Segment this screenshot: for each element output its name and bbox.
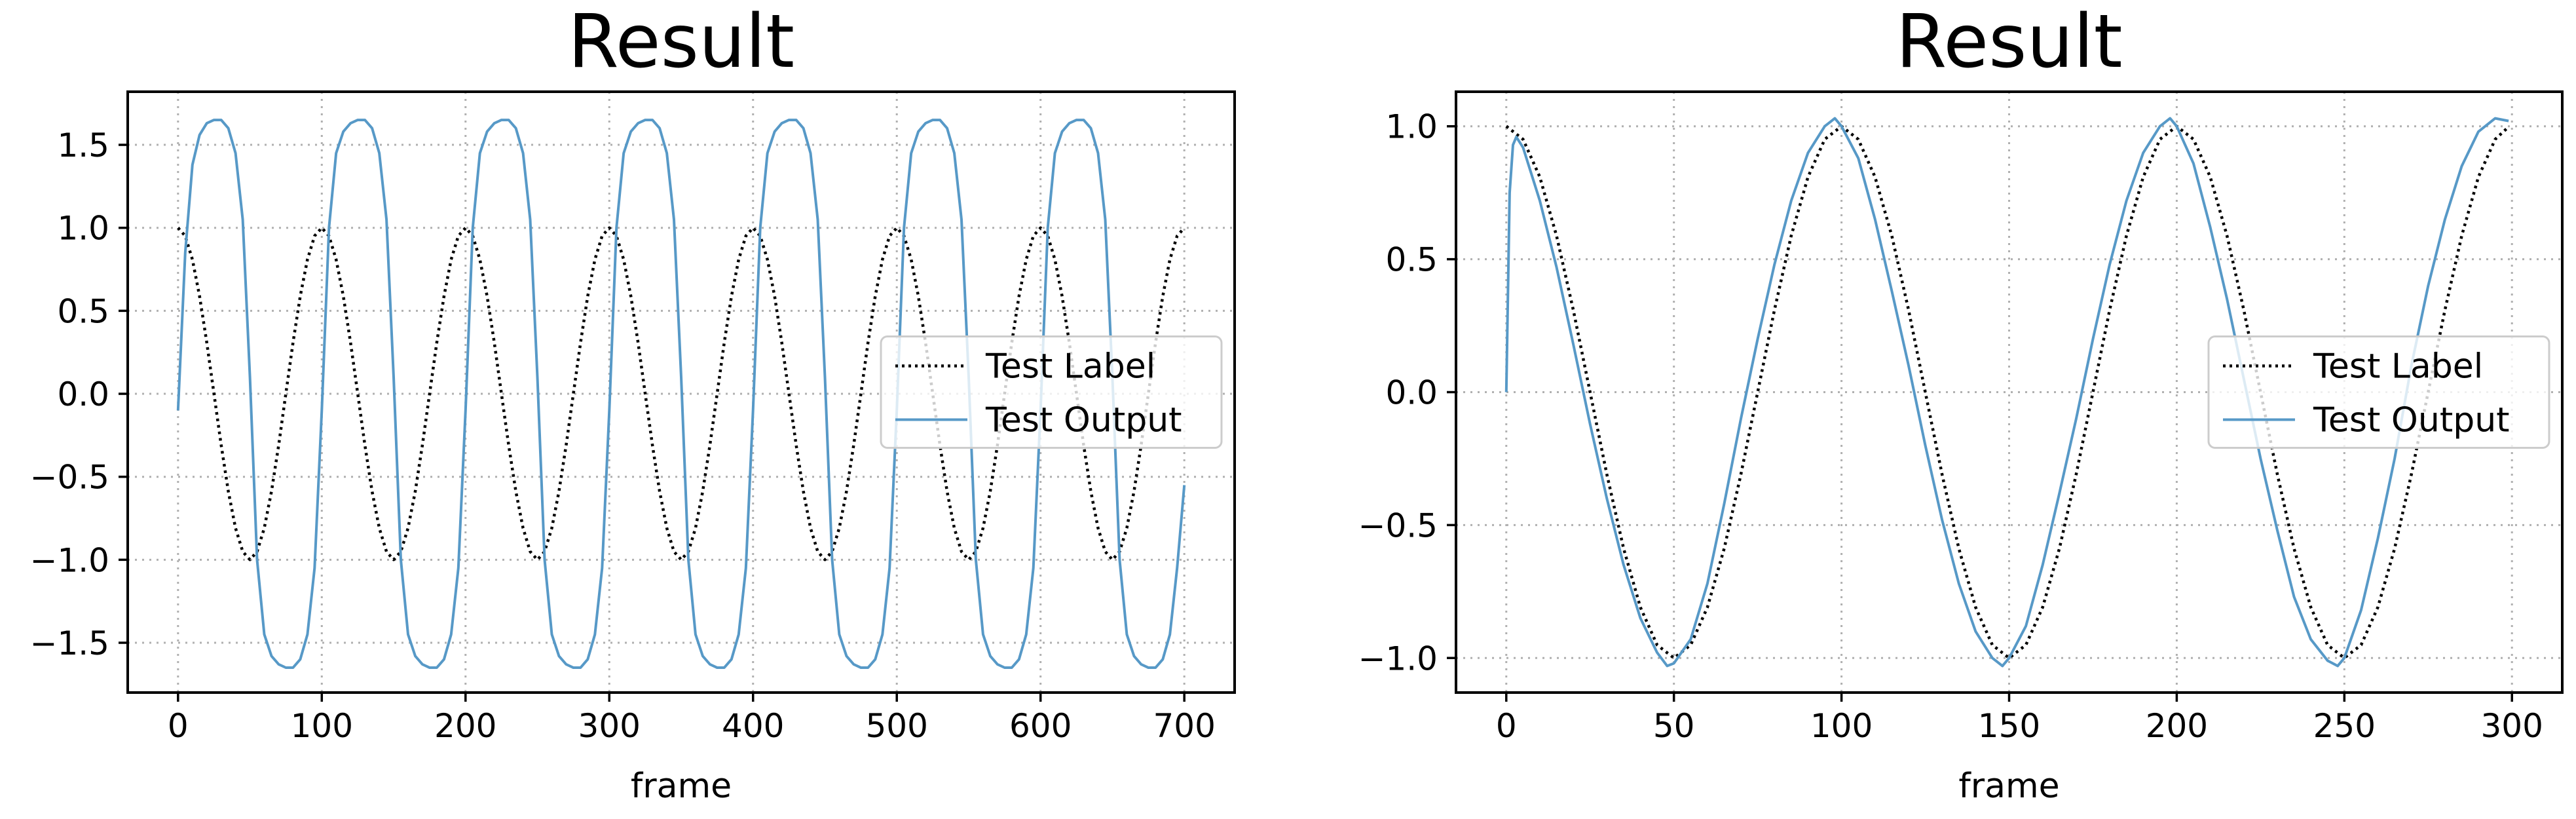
x-tick-label: 700 — [1153, 707, 1215, 745]
y-tick-label: 1.0 — [1385, 108, 1438, 146]
plot-frame — [126, 90, 1236, 694]
y-tick-label: −1.5 — [30, 624, 109, 662]
x-tick-label: 600 — [1009, 707, 1072, 745]
y-tick-label: 0.5 — [57, 292, 109, 330]
x-tick-label: 300 — [578, 707, 641, 745]
series-line-test-label — [177, 226, 1185, 562]
legend-label: Test Output — [985, 401, 1182, 440]
chart-title: Result — [568, 0, 794, 85]
x-tick-label: 150 — [1978, 707, 2040, 745]
chart-title: Result — [1895, 0, 2122, 85]
y-tick-label: −1.0 — [1358, 639, 1438, 677]
x-tick-label: 100 — [1810, 707, 1873, 745]
y-tick-label: 1.0 — [57, 210, 109, 248]
x-tick-label: 50 — [1653, 707, 1695, 745]
x-tick-label: 300 — [2481, 707, 2543, 745]
y-tick-label: 0.0 — [57, 375, 109, 413]
x-tick-label: 400 — [722, 707, 784, 745]
y-tick-label: −0.5 — [30, 459, 109, 497]
x-tick-label: 200 — [434, 707, 496, 745]
chart-panel-2: 0 50 100 150 200 250 300 1.0 0.5 0.0 −0.5 −1.0 Resul… — [1358, 0, 2564, 806]
y-tick-label: 0.5 — [1385, 241, 1438, 279]
y-tick-label: 1.5 — [57, 126, 109, 164]
x-axis-label: frame — [1958, 767, 2059, 806]
x-tick-label: 0 — [168, 707, 189, 745]
x-tick-label: 100 — [291, 707, 353, 745]
x-tick-label: 500 — [866, 707, 928, 745]
legend-label: Test Label — [985, 347, 1155, 387]
legend: Test Label Test Output — [880, 335, 1223, 449]
y-tick-label: −0.5 — [1358, 506, 1438, 544]
x-axis-label: frame — [631, 767, 732, 806]
legend: Test Label Test Output — [2207, 335, 2550, 449]
y-tick-label: −1.0 — [30, 541, 109, 579]
chart-panel-1: 0 100 200 300 400 500 600 700 1.5 1.0 0.5 0.0 −0.5 −1… — [30, 0, 1236, 806]
y-tick-label: 0.0 — [1385, 374, 1438, 412]
x-tick-label: 0 — [1496, 707, 1517, 745]
series-line-test-output — [176, 119, 1186, 669]
legend-label: Test Output — [2313, 401, 2510, 440]
x-tick-label: 200 — [2146, 707, 2208, 745]
legend-label: Test Label — [2313, 347, 2483, 387]
series-line-test-output — [1504, 117, 2509, 668]
x-tick-label: 250 — [2313, 707, 2376, 745]
